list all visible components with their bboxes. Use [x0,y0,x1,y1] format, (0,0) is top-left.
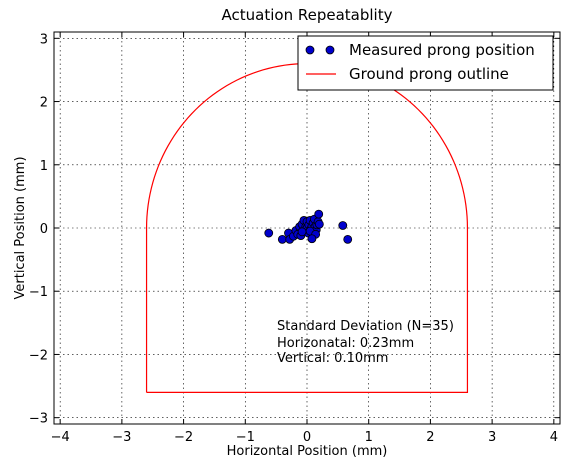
x-tick-label: 1 [365,430,373,445]
x-tick-label: 3 [488,430,496,445]
x-tick-label: −1 [236,430,255,445]
data-point [297,227,307,237]
legend-box [297,35,554,91]
data-point [277,234,287,244]
chart-title: Actuation Repeatablity [222,6,393,24]
annotation-line-1: Standard Deviation (N=35) [277,319,454,334]
x-tick-label: −2 [174,430,193,445]
y-tick-label: −3 [29,412,48,427]
data-point [307,234,317,244]
y-tick-label: 3 [40,32,48,47]
data-point [338,221,348,230]
legend-label-outline: Ground prong outline [349,65,509,83]
y-tick-label: 1 [40,159,48,174]
measured-points [264,209,353,244]
annotation-line-2: Horizonatal: 0.23mm [277,336,414,351]
data-point [314,209,324,219]
x-axis-label: Horizontal Position (mm) [227,444,388,459]
annotation-line-3: Vertical: 0.10mm [277,351,388,366]
x-tick-label: −4 [51,430,70,445]
data-point [343,234,353,244]
y-axis-label: Vertical Position (mm) [13,156,28,299]
data-point [264,228,274,238]
y-tick-label: 2 [40,96,48,111]
x-tick-label: 4 [550,430,558,445]
legend: Measured prong position Ground prong out… [297,35,554,91]
y-tick-label: −1 [29,285,48,300]
y-tick-label: 0 [40,222,48,237]
y-tick-label: −2 [29,348,48,363]
legend-label-measured: Measured prong position [349,41,535,59]
legend-marker-measured [305,45,315,55]
stats-annotation: Standard Deviation (N=35) Horizonatal: 0… [277,319,454,366]
x-tick-label: 2 [426,430,434,445]
legend-marker-measured-2 [325,45,335,55]
x-tick-label: 0 [303,430,311,445]
data-point [314,219,324,229]
x-tick-label: −3 [112,430,131,445]
